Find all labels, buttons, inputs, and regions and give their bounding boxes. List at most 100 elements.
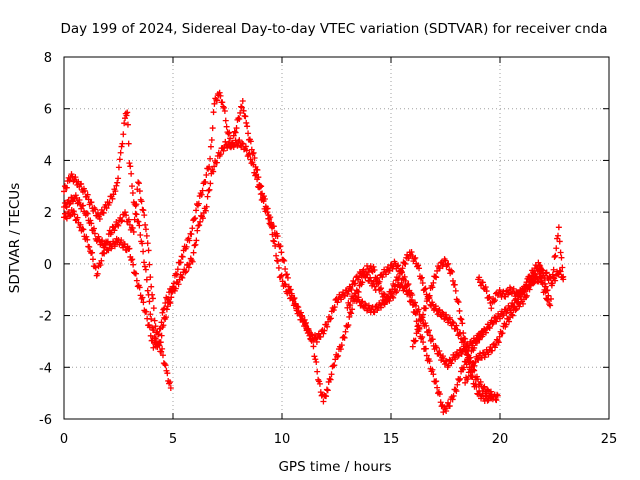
data-point-marker — [123, 112, 130, 119]
data-point-marker — [247, 138, 254, 145]
data-point-marker — [236, 116, 243, 123]
data-point-marker — [530, 270, 537, 277]
data-point-marker — [77, 221, 84, 228]
data-point-marker — [158, 319, 165, 326]
data-point-marker — [540, 267, 547, 274]
data-point-marker — [468, 366, 475, 373]
data-point-marker — [299, 314, 306, 321]
data-point-marker — [111, 227, 118, 234]
data-point-marker — [421, 286, 428, 293]
data-point-marker — [449, 277, 456, 284]
data-point-marker — [411, 309, 418, 316]
data-point-marker — [373, 276, 380, 283]
data-point-marker — [203, 203, 210, 210]
data-point-marker — [168, 294, 175, 301]
data-point-marker — [88, 220, 95, 227]
x-tick-label: 5 — [169, 432, 177, 447]
data-point-marker — [476, 387, 483, 394]
data-point-marker — [179, 253, 186, 260]
data-point-marker — [378, 304, 385, 311]
series-trace-7 — [475, 259, 551, 312]
data-point-marker — [311, 353, 318, 360]
data-point-marker — [433, 274, 440, 281]
data-point-marker — [61, 188, 67, 195]
data-point-marker — [150, 305, 157, 312]
data-point-marker — [74, 214, 81, 221]
data-point-marker — [124, 109, 131, 116]
data-point-marker — [491, 314, 498, 321]
data-point-marker — [159, 309, 166, 316]
data-point-marker — [385, 295, 392, 302]
data-point-marker — [456, 307, 463, 314]
data-point-marker — [100, 209, 107, 216]
data-point-marker — [147, 274, 154, 281]
data-point-marker — [89, 249, 96, 256]
data-point-marker — [296, 310, 303, 317]
data-point-marker — [492, 297, 499, 304]
data-point-marker — [115, 164, 122, 171]
data-point-marker — [530, 280, 537, 287]
data-point-marker — [146, 324, 153, 331]
data-point-marker — [344, 291, 351, 298]
data-point-marker — [313, 358, 320, 365]
data-point-marker — [417, 275, 424, 282]
data-point-marker — [432, 303, 439, 310]
data-point-marker — [220, 103, 227, 110]
data-point-marker — [286, 289, 293, 296]
data-point-marker — [244, 123, 251, 130]
data-point-marker — [251, 154, 258, 161]
data-point-marker — [130, 228, 137, 235]
data-point-marker — [492, 341, 499, 348]
data-point-marker — [433, 344, 440, 351]
data-point-marker — [522, 285, 529, 292]
data-point-marker — [405, 255, 412, 262]
data-point-marker — [116, 156, 123, 163]
data-point-marker — [359, 279, 366, 286]
data-point-marker — [142, 226, 149, 233]
series-trace-3 — [61, 89, 486, 416]
data-point-marker — [400, 287, 407, 294]
data-point-marker — [446, 314, 453, 321]
data-point-marker — [289, 297, 296, 304]
data-point-marker — [334, 353, 341, 360]
data-point-marker — [140, 207, 147, 214]
data-point-marker — [520, 300, 527, 307]
data-point-marker — [543, 269, 550, 276]
data-point-marker — [381, 301, 388, 308]
data-point-marker — [419, 279, 426, 286]
data-point-marker — [503, 321, 510, 328]
data-point-marker — [148, 283, 155, 290]
data-point-marker — [557, 249, 564, 256]
data-point-marker — [420, 311, 427, 318]
data-point-marker — [482, 329, 489, 336]
data-point-marker — [487, 388, 494, 395]
data-point-marker — [273, 252, 280, 259]
data-point-marker — [227, 135, 234, 142]
data-point-marker — [409, 343, 416, 350]
data-point-marker — [133, 277, 140, 284]
y-tick-label: 0 — [44, 258, 52, 273]
data-point-marker — [559, 264, 566, 271]
data-point-marker — [114, 221, 121, 228]
data-point-marker — [321, 327, 328, 334]
data-point-marker — [510, 285, 517, 292]
data-point-marker — [188, 231, 195, 238]
x-tick-label: 0 — [60, 432, 68, 447]
data-point-marker — [196, 222, 203, 229]
plot-frame — [63, 56, 610, 420]
data-point-marker — [137, 231, 144, 238]
data-point-marker — [455, 299, 462, 306]
data-point-marker — [503, 288, 510, 295]
data-point-marker — [122, 209, 129, 216]
data-point-marker — [233, 125, 240, 132]
data-point-marker — [278, 272, 285, 279]
y-tick-label: 2 — [44, 206, 52, 221]
data-point-marker — [191, 215, 198, 222]
data-point-marker — [144, 315, 151, 322]
data-point-marker — [204, 193, 211, 200]
data-point-marker — [149, 295, 156, 302]
data-point-marker — [560, 276, 567, 283]
data-point-marker — [547, 302, 554, 309]
data-point-marker — [453, 388, 460, 395]
data-point-marker — [74, 200, 81, 207]
